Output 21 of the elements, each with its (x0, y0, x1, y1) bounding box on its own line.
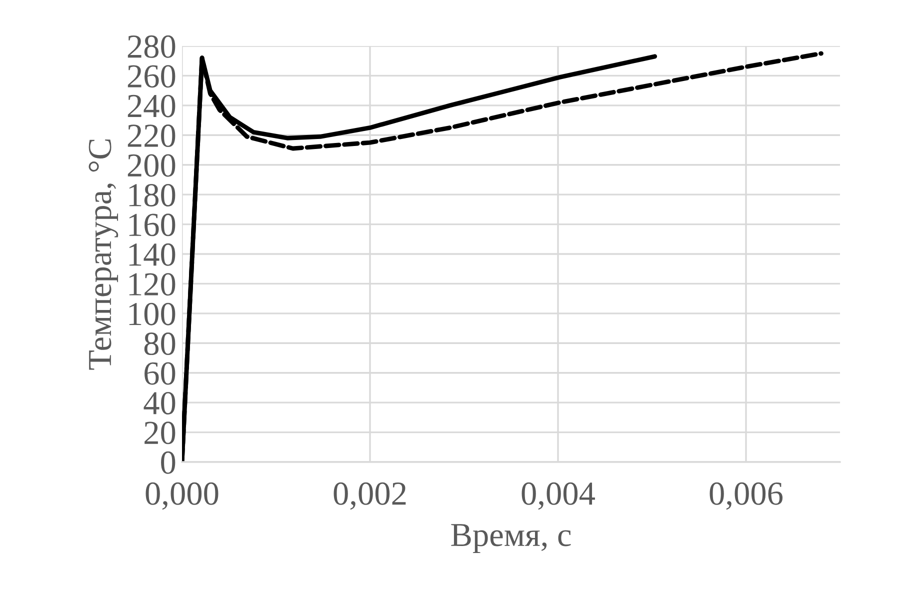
x-axis-title: Время, с (451, 524, 571, 554)
x-tick-label: 0,000 (146, 482, 218, 510)
y-tick-label: 100 (129, 302, 176, 326)
x-tick-label: 0,004 (522, 482, 595, 510)
y-tick-label: 120 (129, 273, 176, 296)
x-tick-label: 0,002 (334, 482, 406, 510)
y-tick-label: 280 (128, 35, 176, 58)
y-tick-label: 80 (144, 332, 176, 356)
y-tick-label: 40 (144, 392, 176, 414)
y-tick-label: 220 (128, 124, 176, 148)
y-tick-label: 260 (128, 65, 176, 88)
y-axis-title: Температура, °C (88, 139, 118, 370)
y-tick-label: 140 (129, 243, 176, 266)
y-tick-label: 240 (128, 94, 176, 118)
y-tick-label: 0 (161, 451, 176, 474)
y-tick-label: 200 (128, 154, 176, 177)
y-tick-label: 180 (129, 184, 176, 206)
y-tick-label: 60 (144, 362, 176, 385)
x-tick-label: 0,006 (710, 482, 783, 510)
y-tick-label: 160 (129, 214, 176, 236)
y-tick-label: 20 (144, 422, 176, 444)
